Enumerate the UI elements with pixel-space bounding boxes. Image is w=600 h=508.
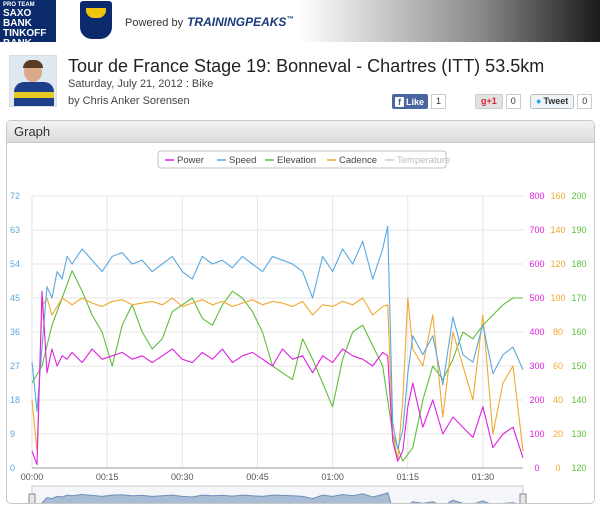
speed-axis-tick: 0 bbox=[10, 463, 15, 473]
powered-by-label: Powered by bbox=[125, 17, 184, 29]
speed-axis-tick: 45 bbox=[10, 293, 20, 303]
legend-item-speed: Speed bbox=[229, 155, 256, 166]
x-axis-tick: 00:15 bbox=[96, 472, 119, 482]
x-axis-tick: 01:15 bbox=[396, 472, 419, 482]
athlete-avatar bbox=[9, 55, 57, 107]
facebook-icon: f bbox=[395, 97, 404, 107]
twitter-share: ● Tweet 0 bbox=[530, 94, 593, 109]
chart-legend bbox=[157, 150, 447, 169]
cadence-axis-tick: 60 bbox=[553, 361, 563, 371]
top-banner: PRO TEAM SAXO BANK TINKOFF BANK Powered … bbox=[0, 0, 600, 49]
graph-panel: Graph Power Speed Elevation Cadence Temperat… bbox=[6, 120, 595, 504]
trainingpeaks-logo[interactable]: TRAININGPEAKS™ bbox=[187, 15, 294, 29]
tweet-label: Tweet bbox=[543, 96, 569, 106]
cadence-axis-tick: 120 bbox=[550, 259, 565, 269]
series-line-power bbox=[31, 290, 524, 466]
graph-panel-title: Graph bbox=[7, 121, 594, 143]
elevation-axis-tick: 140 bbox=[571, 395, 586, 405]
gplus-count: 0 bbox=[505, 94, 521, 109]
power-axis-tick: 800 bbox=[529, 191, 544, 201]
power-axis-tick: 500 bbox=[529, 293, 544, 303]
x-axis-tick: 01:30 bbox=[472, 472, 495, 482]
speed-axis-tick: 54 bbox=[10, 259, 20, 269]
activity-chart[interactable]: Power Speed Elevation Cadence Temperature 72 6… bbox=[7, 143, 594, 503]
elevation-axis-tick: 120 bbox=[571, 463, 586, 473]
team-logo[interactable]: PRO TEAM SAXO BANK TINKOFF BANK bbox=[0, 0, 56, 49]
cadence-axis-tick: 20 bbox=[553, 429, 563, 439]
speed-axis-tick: 18 bbox=[10, 395, 20, 405]
power-axis-tick: 200 bbox=[529, 395, 544, 405]
team-logo-line2: SAXO bbox=[3, 8, 32, 19]
elevation-axis-tick: 190 bbox=[571, 225, 586, 235]
speed-axis-tick: 27 bbox=[10, 361, 20, 371]
x-axis-tick: 00:45 bbox=[246, 472, 269, 482]
speed-axis-tick: 36 bbox=[10, 327, 20, 337]
legend-item-power: Power bbox=[177, 155, 204, 166]
tweet-count: 0 bbox=[577, 94, 593, 109]
activity-title: Tour de France Stage 19: Bonneval - Char… bbox=[68, 56, 545, 76]
team-shield-logo bbox=[80, 1, 112, 39]
elevation-axis-tick: 150 bbox=[571, 361, 586, 371]
like-label: Like bbox=[406, 97, 425, 107]
cadence-axis-tick: 0 bbox=[555, 463, 560, 473]
elevation-axis-tick: 130 bbox=[571, 429, 586, 439]
tweet-button[interactable]: ● Tweet bbox=[530, 94, 575, 109]
navigator-right-handle bbox=[519, 493, 527, 503]
team-logo-line1: PRO TEAM bbox=[3, 2, 35, 8]
power-axis-tick: 0 bbox=[534, 463, 539, 473]
power-axis-tick: 300 bbox=[529, 361, 544, 371]
elevation-axis-tick: 180 bbox=[571, 259, 586, 269]
series-line-speed bbox=[31, 225, 524, 450]
cadence-axis-tick: 160 bbox=[550, 191, 565, 201]
facebook-like: f Like 1 bbox=[392, 94, 447, 109]
google-plus: g+1 0 bbox=[475, 94, 521, 109]
power-axis-tick: 100 bbox=[529, 429, 544, 439]
power-axis-tick: 700 bbox=[529, 225, 544, 235]
twitter-bird-icon: ● bbox=[536, 96, 542, 106]
activity-author: by Chris Anker Sorensen bbox=[68, 95, 190, 107]
x-axis-tick: 00:30 bbox=[171, 472, 194, 482]
power-axis-tick: 400 bbox=[529, 327, 544, 337]
x-axis-tick: 01:00 bbox=[321, 472, 344, 482]
elevation-axis-tick: 160 bbox=[571, 327, 586, 337]
elevation-axis-tick: 170 bbox=[571, 293, 586, 303]
cadence-axis-tick: 140 bbox=[550, 225, 565, 235]
legend-item-elevation: Elevation bbox=[277, 155, 316, 166]
like-count: 1 bbox=[431, 94, 447, 109]
legend-item-cadence: Cadence bbox=[339, 155, 377, 166]
cadence-axis-tick: 80 bbox=[553, 327, 563, 337]
power-axis-tick: 600 bbox=[529, 259, 544, 269]
cadence-axis-tick: 40 bbox=[553, 395, 563, 405]
x-axis-tick: 00:00 bbox=[21, 472, 44, 482]
navigator-left-handle bbox=[28, 493, 36, 503]
team-logo-line5: BANK bbox=[3, 38, 32, 49]
team-logo-line3: BANK bbox=[3, 18, 32, 29]
legend-item-temperature: Temperature bbox=[397, 155, 450, 166]
cadence-axis-tick: 100 bbox=[550, 293, 565, 303]
google-plus-button[interactable]: g+1 bbox=[475, 94, 503, 109]
team-logo-line4: TINKOFF bbox=[3, 28, 47, 39]
facebook-like-button[interactable]: f Like bbox=[392, 94, 429, 109]
speed-axis-tick: 9 bbox=[10, 429, 15, 439]
speed-axis-tick: 72 bbox=[10, 191, 20, 201]
activity-subtitle: Saturday, July 21, 2012 : Bike bbox=[68, 78, 214, 90]
elevation-axis-tick: 200 bbox=[571, 191, 586, 201]
speed-axis-tick: 63 bbox=[10, 225, 20, 235]
navigator-speed-area bbox=[41, 491, 517, 503]
series-line-cadence bbox=[31, 297, 524, 461]
powered-by: Powered by TRAININGPEAKS™ bbox=[125, 15, 293, 29]
